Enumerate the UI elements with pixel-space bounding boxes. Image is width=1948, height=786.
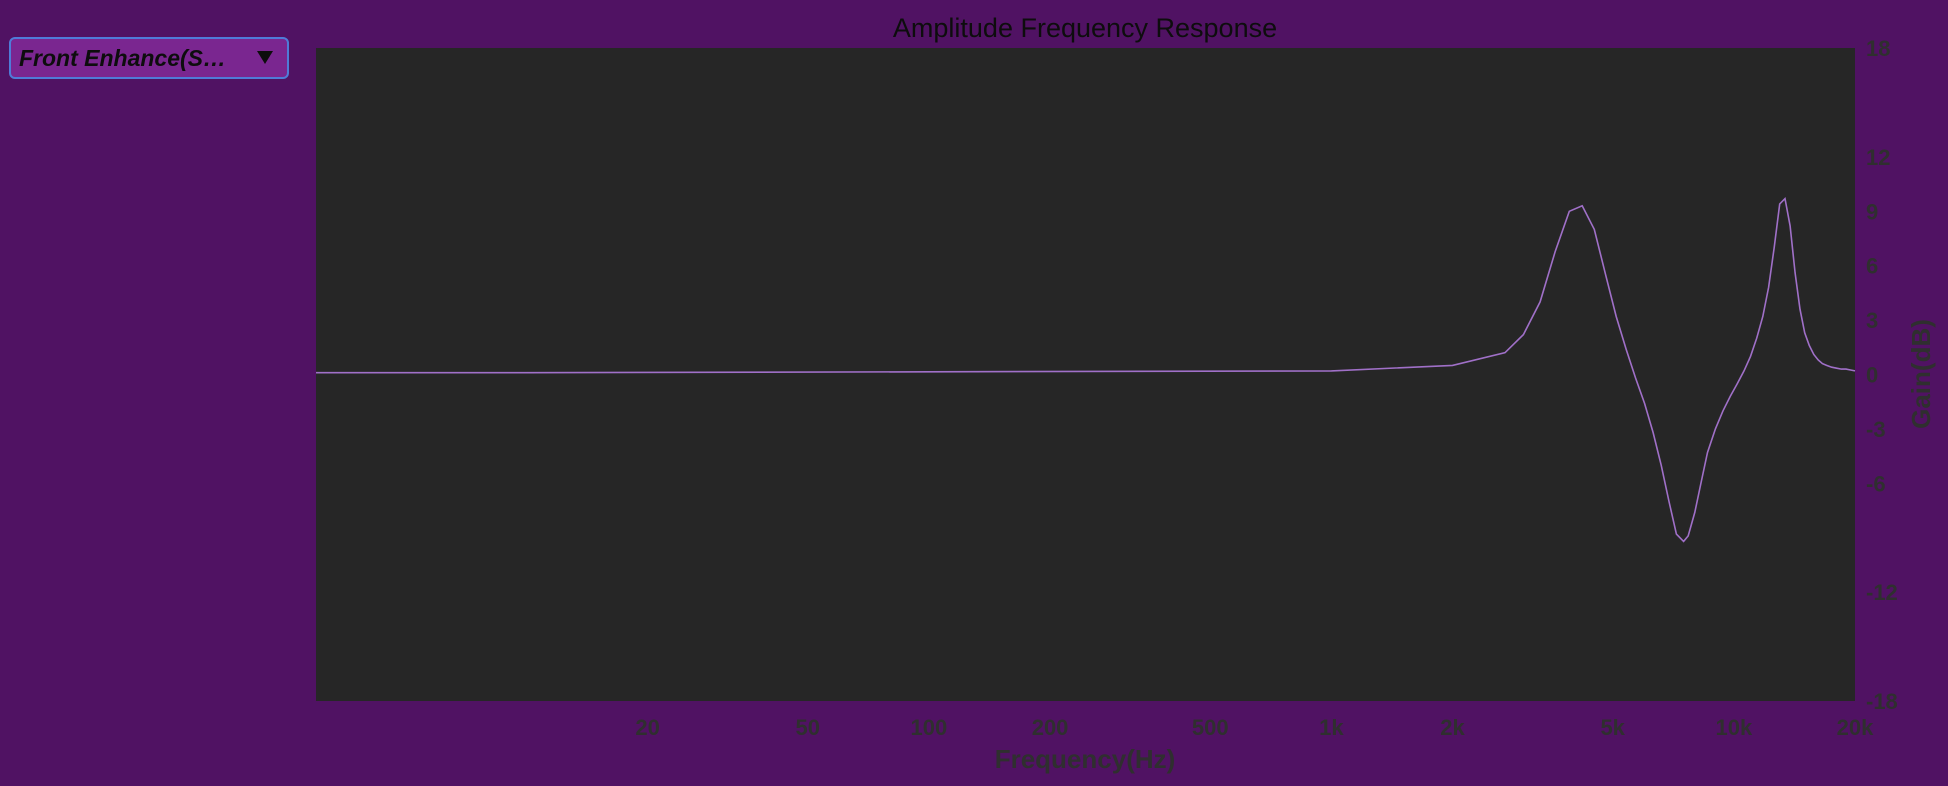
x-tick-label: 20k [1837,715,1874,740]
y-tick-label: 3 [1866,308,1878,333]
x-tick-label: 100 [911,715,948,740]
y-tick-label: 6 [1866,254,1878,279]
x-tick-label: 500 [1192,715,1229,740]
y-axis-label: Gain(dB) [1906,319,1936,429]
preset-dropdown-value: Front Enhance(S… [19,44,227,71]
y-tick-label: 12 [1866,145,1890,170]
y-tick-label: 0 [1866,363,1878,388]
x-tick-label: 20 [635,715,659,740]
x-tick-label: 5k [1600,715,1625,740]
x-axis-label: Frequency(Hz) [995,744,1176,774]
y-tick-label: 18 [1866,36,1890,61]
x-tick-label: 50 [796,715,820,740]
y-tick-label: 9 [1866,199,1878,224]
y-tick-label: -18 [1866,689,1898,714]
y-tick-label: -3 [1866,417,1886,442]
y-tick-label: -12 [1866,580,1898,605]
preset-dropdown[interactable]: Front Enhance(S… [9,37,289,79]
x-tick-labels: 20 50 100 200 500 1k 2k 5k 10k 20k [635,715,1874,740]
y-tick-label: -6 [1866,471,1886,496]
x-tick-label: 1k [1319,715,1344,740]
response-curve [316,196,1856,543]
y-tick-labels: 18 12 9 6 3 0 -3 -6 -12 -18 [1866,36,1898,714]
chart-title: Amplitude Frequency Response [893,13,1277,43]
dropdown-arrow-icon [257,51,273,64]
plot-area [316,48,1855,701]
x-tick-label: 10k [1715,715,1752,740]
x-tick-label: 2k [1440,715,1465,740]
x-tick-label: 200 [1032,715,1069,740]
